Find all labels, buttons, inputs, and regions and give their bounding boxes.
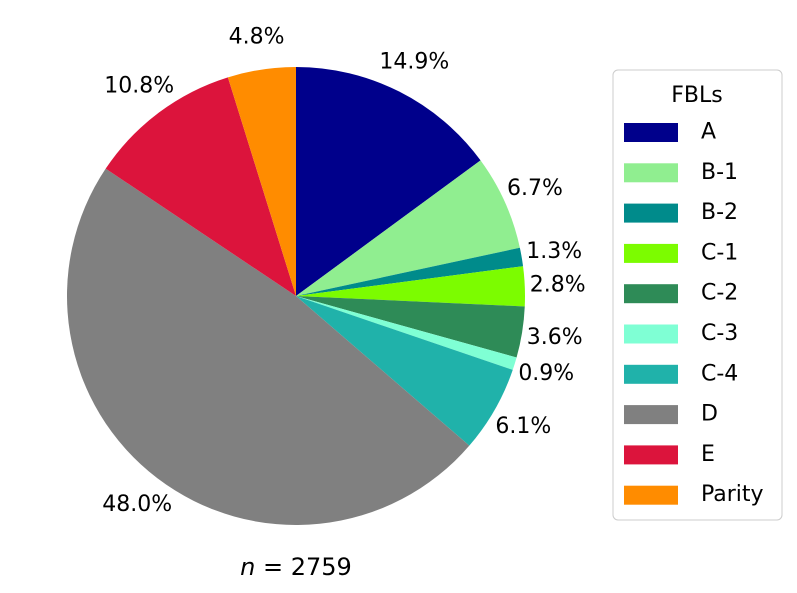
legend-label-c-3: C-3 (701, 321, 738, 346)
pct-label-b-1: 6.7% (507, 176, 563, 201)
pie-slice-a (296, 67, 481, 296)
legend-swatch-c-3 (624, 324, 678, 344)
pct-label-c-1: 2.8% (530, 272, 586, 297)
pie-slice-b-1 (296, 160, 520, 296)
legend-label-b-2: B-2 (701, 200, 738, 225)
sample-size-var: n (240, 553, 255, 581)
pie-slice-b-2 (296, 247, 524, 296)
legend-swatch-c-1 (624, 243, 678, 263)
percentage-labels: 14.9% 6.7% 1.3% 2.8% 3.6% 0.9% 6.1% 48.0% 10.8% 4… (102, 24, 585, 516)
sample-size-value: = 2759 (255, 553, 351, 581)
pct-label-d: 48.0% (102, 492, 172, 517)
legend-swatch-parity (624, 485, 678, 505)
pct-label-a: 14.9% (379, 50, 449, 75)
sample-size-label: n = 2759 (240, 553, 352, 581)
legend-label-c-1: C-1 (701, 240, 738, 265)
legend-swatch-d (624, 405, 678, 425)
legend-label-c-4: C-4 (701, 361, 738, 386)
pie-slice-c-1 (296, 266, 525, 307)
legend-title: FBLs (671, 83, 722, 108)
legend-label-d: D (701, 402, 718, 427)
pct-label-e: 10.8% (104, 74, 174, 99)
legend-label-b-1: B-1 (701, 160, 738, 185)
legend: FBLs A B-1 B-2 C-1 C-2 C-3 C-4 DE Parity (612, 69, 783, 521)
pct-label-b-2: 1.3% (526, 239, 582, 264)
pct-label-c-3: 0.9% (518, 361, 574, 386)
legend-label-e: E (701, 442, 715, 467)
legend-swatch-a (624, 123, 678, 142)
pie-slice-c-2 (296, 296, 525, 358)
pie-slices (67, 67, 525, 525)
legend-swatch-c-4 (624, 364, 678, 384)
legend-label-c-2: C-2 (701, 281, 738, 306)
legend-swatch-b-1 (624, 163, 678, 183)
legend-label-a: A (701, 120, 716, 145)
pct-label-parity: 4.8% (229, 24, 285, 49)
pie-slice-d (67, 168, 470, 525)
pie-slice-c-4 (296, 296, 513, 446)
pct-label-c-4: 6.1% (495, 414, 551, 439)
legend-swatch-b-2 (624, 203, 678, 223)
legend-swatch-c-2 (624, 284, 678, 304)
legend-items: A B-1 B-2 C-1 C-2 C-3 C-4 DE Parity (624, 120, 764, 507)
legend-swatch-e (624, 445, 678, 465)
legend-label-parity: Parity (701, 482, 764, 507)
pie-slice-c-3 (296, 296, 517, 370)
pie-slice-e (105, 77, 296, 296)
pct-label-c-2: 3.6% (527, 325, 583, 350)
pie-slice-parity (227, 67, 296, 296)
